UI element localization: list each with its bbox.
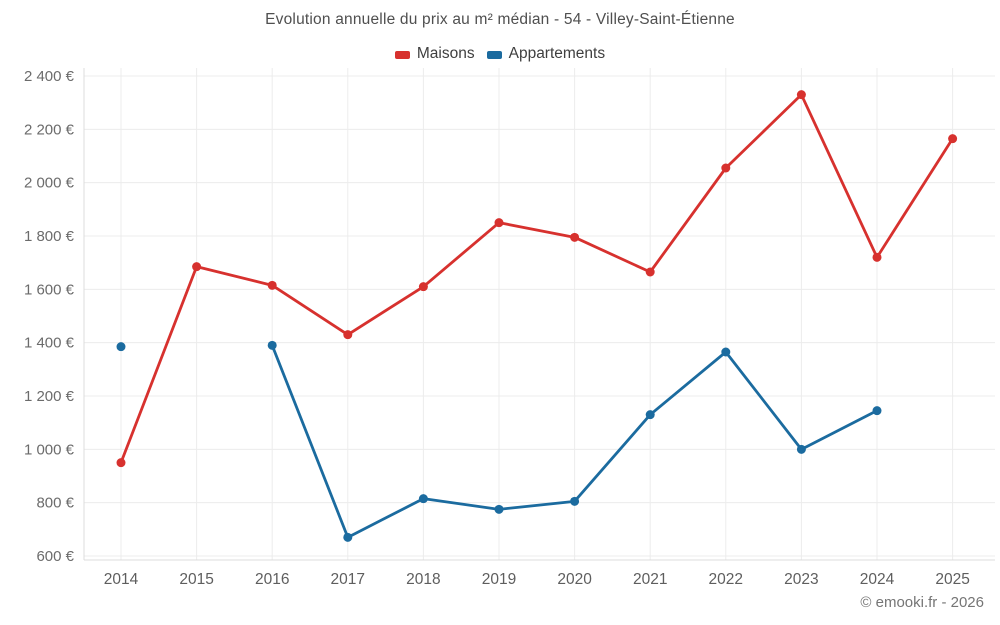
maisons-point-2025[interactable]: [948, 134, 958, 144]
x-axis-tick-label: 2020: [557, 571, 592, 588]
appartements-point-2016[interactable]: [267, 340, 277, 350]
legend-label-maisons: Maisons: [416, 45, 475, 62]
appartements-point-2020[interactable]: [570, 496, 580, 506]
y-axis-tick-label: 1 000 €: [24, 441, 75, 458]
y-axis-tick-label: 800 €: [36, 495, 74, 512]
x-axis-tick-label: 2024: [860, 571, 895, 588]
x-axis-tick-label: 2019: [482, 571, 516, 588]
legend-item-appartements[interactable]: Appartements: [486, 45, 606, 63]
appartements-point-2019[interactable]: [494, 504, 504, 514]
maisons-point-2021[interactable]: [645, 267, 655, 277]
x-axis-tick-label: 2015: [179, 571, 213, 588]
y-axis-tick-label: 1 800 €: [24, 228, 75, 245]
x-axis-tick-label: 2018: [406, 571, 440, 588]
maisons-color-swatch-icon: [394, 50, 410, 59]
x-axis-tick-label: 2021: [633, 571, 667, 588]
y-axis-tick-label: 2 400 €: [24, 68, 75, 85]
maisons-point-2023[interactable]: [796, 90, 806, 100]
maisons-point-2024[interactable]: [872, 252, 882, 262]
appartements-color-swatch-icon: [486, 50, 502, 59]
x-axis-tick-label: 2016: [255, 571, 289, 588]
maisons-point-2014[interactable]: [116, 458, 126, 468]
appartements-point-2023[interactable]: [796, 444, 806, 454]
y-axis-tick-label: 1 600 €: [24, 281, 75, 298]
y-axis-tick-label: 1 400 €: [24, 335, 75, 352]
maisons-line: [119, 93, 954, 465]
x-axis-tick-label: 2017: [331, 571, 365, 588]
maisons-point-2016[interactable]: [267, 280, 277, 290]
maisons-point-2022[interactable]: [721, 163, 731, 173]
maisons-point-2018[interactable]: [418, 282, 428, 292]
chart-legend: Maisons Appartements: [0, 45, 1000, 63]
legend-item-maisons[interactable]: Maisons: [394, 45, 475, 63]
y-axis-tick-label: 600 €: [36, 548, 74, 565]
x-axis-tick-label: 2014: [104, 571, 139, 588]
appartements-point-2022[interactable]: [721, 347, 731, 357]
footer-credit: © emooki.fr - 2026: [860, 594, 984, 611]
x-axis-tick-label: 2022: [709, 571, 743, 588]
chart-title: Evolution annuelle du prix au m² médian …: [265, 11, 735, 28]
maisons-point-2015[interactable]: [192, 262, 202, 272]
maisons-point-2017[interactable]: [343, 330, 353, 340]
appartements-point-2014[interactable]: [116, 342, 126, 352]
y-axis-tick-label: 2 200 €: [24, 121, 75, 138]
appartements-point-2017[interactable]: [343, 532, 353, 542]
y-axis-tick-label: 2 000 €: [24, 175, 75, 192]
x-axis-tick-label: 2023: [784, 571, 818, 588]
appartements-point-2018[interactable]: [418, 494, 428, 504]
y-axis-tick-label: 1 200 €: [24, 388, 75, 405]
appartements-point-2024[interactable]: [872, 406, 882, 416]
x-axis-tick-label: 2025: [935, 571, 969, 588]
maisons-point-2020[interactable]: [570, 232, 580, 242]
maisons-point-2019[interactable]: [494, 218, 504, 228]
appartements-point-2021[interactable]: [645, 410, 655, 420]
legend-label-appartements: Appartements: [508, 45, 606, 62]
